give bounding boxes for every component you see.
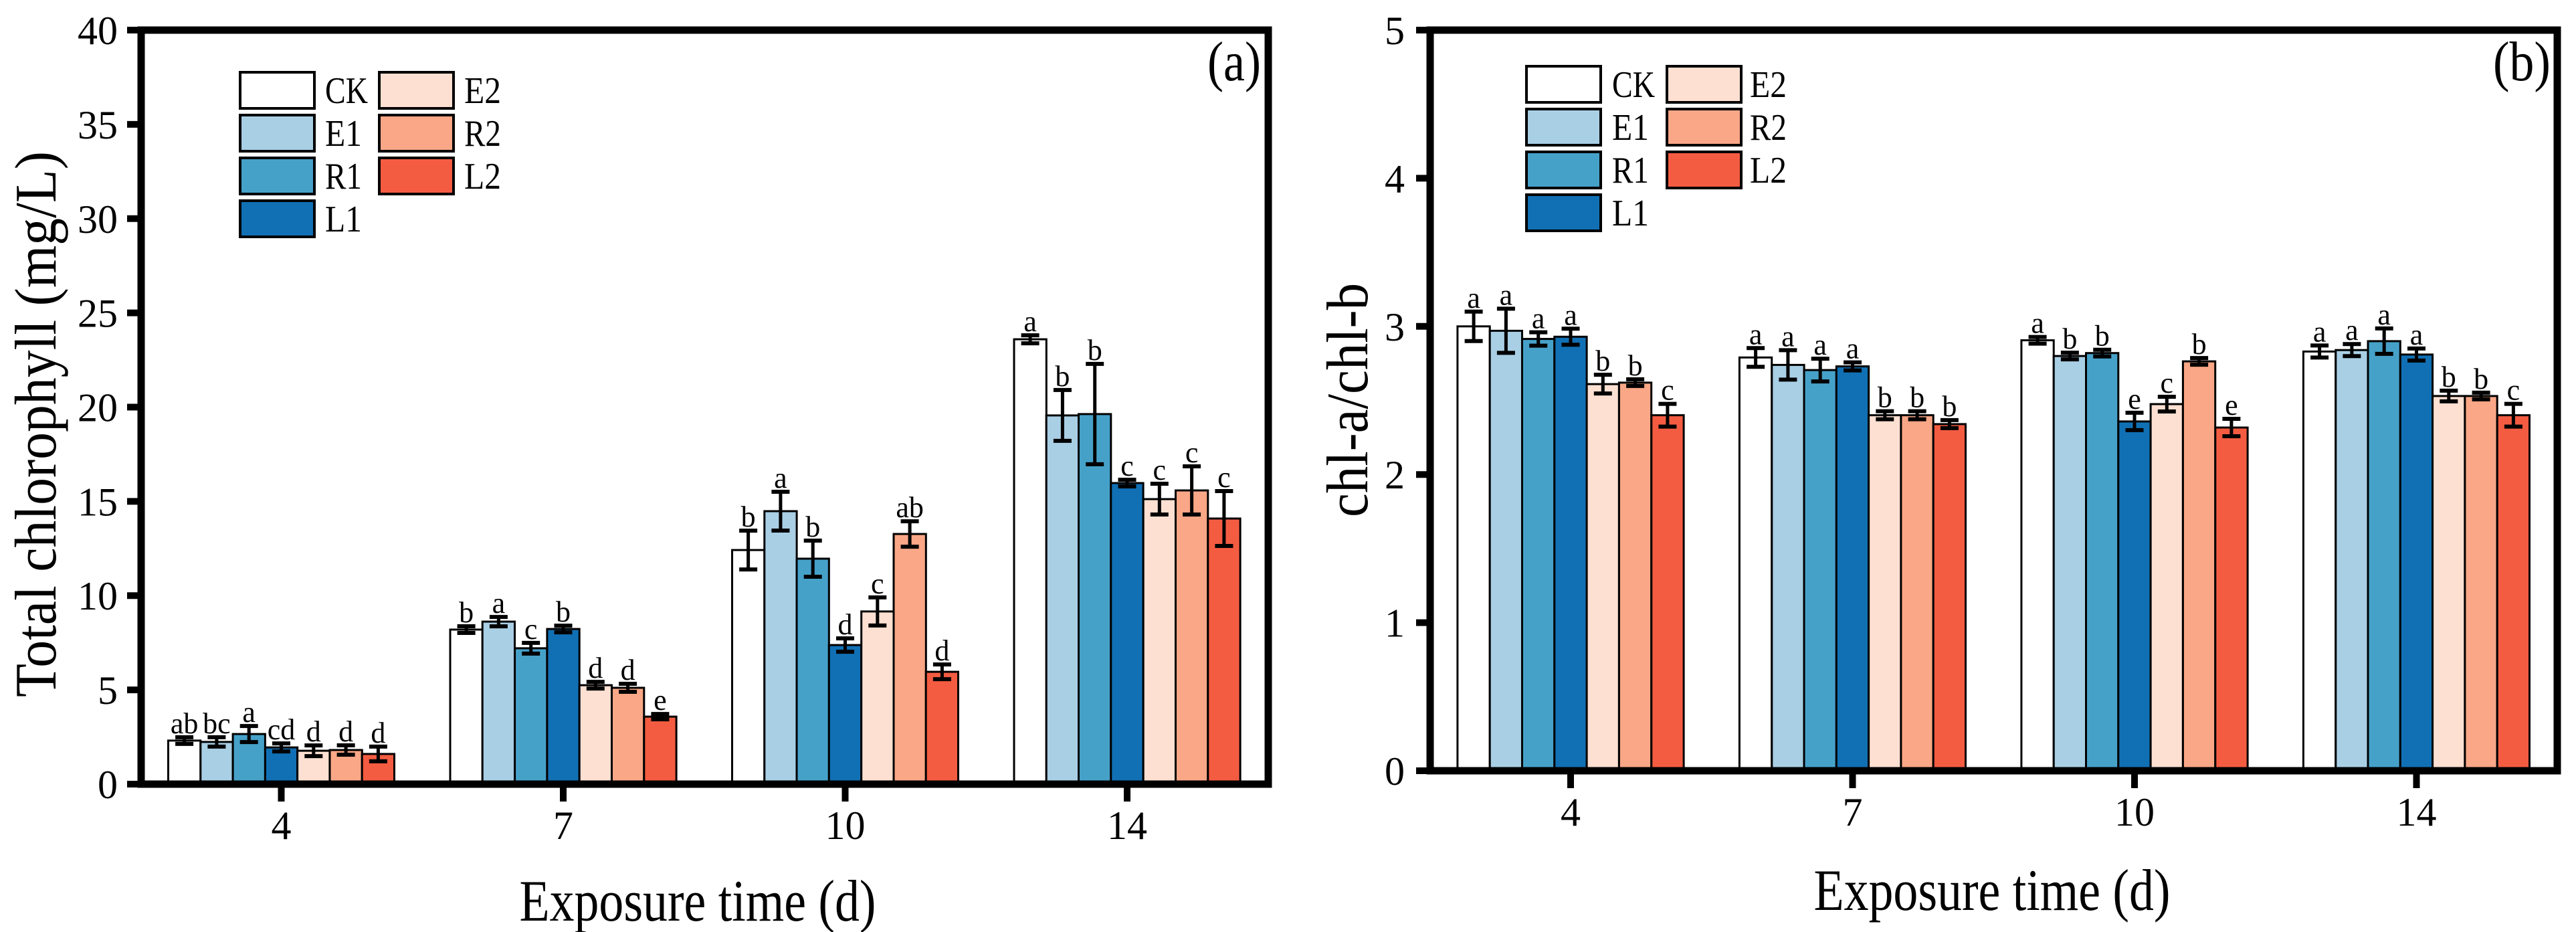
svg-text:a: a — [242, 696, 256, 729]
svg-text:CK: CK — [1612, 64, 1655, 106]
svg-text:ab: ab — [171, 707, 199, 740]
svg-text:4: 4 — [1561, 790, 1581, 834]
svg-text:(b): (b) — [2493, 31, 2551, 93]
svg-text:b: b — [1088, 334, 1102, 367]
svg-text:7: 7 — [553, 804, 573, 848]
svg-text:b: b — [556, 595, 571, 628]
svg-text:a: a — [1467, 282, 1480, 314]
svg-text:a: a — [2345, 314, 2359, 347]
svg-text:b: b — [805, 510, 820, 543]
svg-text:E1: E1 — [1612, 107, 1649, 149]
svg-text:c: c — [2161, 367, 2174, 399]
svg-text:d: d — [838, 608, 853, 641]
svg-text:Total chlorophyll (mg/L): Total chlorophyll (mg/L) — [4, 151, 69, 697]
svg-text:3: 3 — [1385, 305, 1405, 349]
svg-text:c: c — [1120, 450, 1134, 482]
svg-text:10: 10 — [2114, 790, 2155, 834]
svg-text:R2: R2 — [464, 113, 501, 155]
svg-text:25: 25 — [78, 292, 118, 336]
svg-text:b: b — [1595, 345, 1610, 377]
svg-text:c: c — [1661, 374, 1674, 407]
svg-text:d: d — [338, 715, 353, 748]
svg-text:e: e — [2225, 389, 2238, 422]
svg-text:b: b — [1942, 390, 1957, 423]
svg-text:(a): (a) — [1207, 31, 1261, 93]
svg-text:c: c — [524, 613, 538, 646]
svg-text:e: e — [654, 684, 667, 717]
svg-text:b: b — [2095, 320, 2110, 353]
svg-text:14: 14 — [2397, 790, 2437, 834]
svg-text:a: a — [1532, 302, 1545, 335]
svg-text:b: b — [1055, 360, 1070, 393]
svg-text:7: 7 — [1843, 790, 1863, 834]
svg-text:bc: bc — [203, 707, 231, 740]
svg-text:b: b — [2192, 328, 2207, 361]
svg-text:35: 35 — [78, 103, 118, 147]
svg-text:ab: ab — [896, 491, 924, 524]
svg-text:b: b — [2474, 363, 2488, 395]
svg-text:R1: R1 — [1612, 150, 1649, 191]
svg-text:2: 2 — [1385, 453, 1405, 497]
svg-text:a: a — [1846, 333, 1860, 365]
svg-text:a: a — [2031, 307, 2044, 340]
svg-text:d: d — [371, 717, 385, 749]
svg-text:14: 14 — [1107, 804, 1147, 848]
svg-text:d: d — [306, 715, 321, 748]
svg-text:c: c — [871, 567, 884, 600]
svg-text:10: 10 — [825, 804, 866, 848]
svg-text:L1: L1 — [325, 199, 362, 240]
svg-text:L2: L2 — [464, 156, 501, 197]
svg-text:R1: R1 — [325, 156, 362, 197]
svg-text:15: 15 — [78, 480, 118, 524]
svg-text:c: c — [1217, 461, 1231, 494]
svg-text:a: a — [1500, 278, 1513, 311]
svg-text:a: a — [1023, 305, 1037, 338]
svg-text:4: 4 — [272, 804, 292, 848]
svg-text:a: a — [1564, 298, 1577, 331]
svg-text:E2: E2 — [464, 70, 501, 112]
svg-text:d: d — [621, 654, 635, 686]
svg-text:b: b — [741, 500, 756, 533]
svg-text:chl-a/chl-b: chl-a/chl-b — [1316, 283, 1381, 517]
svg-text:c: c — [1185, 436, 1199, 469]
svg-text:E2: E2 — [1750, 64, 1787, 106]
svg-text:d: d — [934, 634, 949, 667]
svg-text:0: 0 — [1385, 749, 1405, 794]
svg-text:a: a — [1781, 320, 1795, 353]
svg-text:a: a — [2313, 315, 2326, 348]
svg-text:20: 20 — [78, 386, 118, 430]
svg-text:4: 4 — [1385, 157, 1405, 201]
svg-text:a: a — [492, 587, 506, 620]
svg-text:5: 5 — [1385, 9, 1405, 53]
svg-text:Exposure time (d): Exposure time (d) — [1814, 858, 2171, 923]
svg-text:cd: cd — [268, 713, 296, 746]
svg-text:e: e — [2128, 383, 2141, 415]
svg-text:R2: R2 — [1750, 107, 1787, 149]
svg-text:a: a — [2410, 318, 2423, 351]
svg-text:E1: E1 — [325, 113, 362, 155]
svg-text:CK: CK — [325, 70, 368, 112]
svg-text:a: a — [1749, 318, 1763, 351]
svg-text:Exposure time (d): Exposure time (d) — [520, 869, 876, 932]
svg-text:10: 10 — [78, 574, 118, 618]
svg-text:5: 5 — [98, 668, 118, 713]
svg-text:40: 40 — [78, 9, 118, 53]
svg-text:d: d — [588, 652, 603, 684]
svg-text:30: 30 — [78, 197, 118, 242]
svg-text:0: 0 — [98, 763, 118, 807]
svg-text:b: b — [1628, 349, 1643, 382]
svg-text:b: b — [2442, 361, 2456, 393]
svg-text:a: a — [774, 462, 787, 494]
svg-text:b: b — [459, 596, 474, 629]
svg-text:1: 1 — [1385, 601, 1405, 646]
svg-text:c: c — [1153, 454, 1167, 486]
svg-text:L1: L1 — [1612, 193, 1649, 234]
svg-text:a: a — [1813, 329, 1827, 361]
svg-text:c: c — [2507, 374, 2520, 407]
svg-text:b: b — [2062, 322, 2077, 355]
svg-text:b: b — [1878, 381, 1892, 414]
svg-text:a: a — [2377, 298, 2391, 331]
svg-text:b: b — [1910, 381, 1924, 414]
svg-text:L2: L2 — [1750, 150, 1787, 191]
